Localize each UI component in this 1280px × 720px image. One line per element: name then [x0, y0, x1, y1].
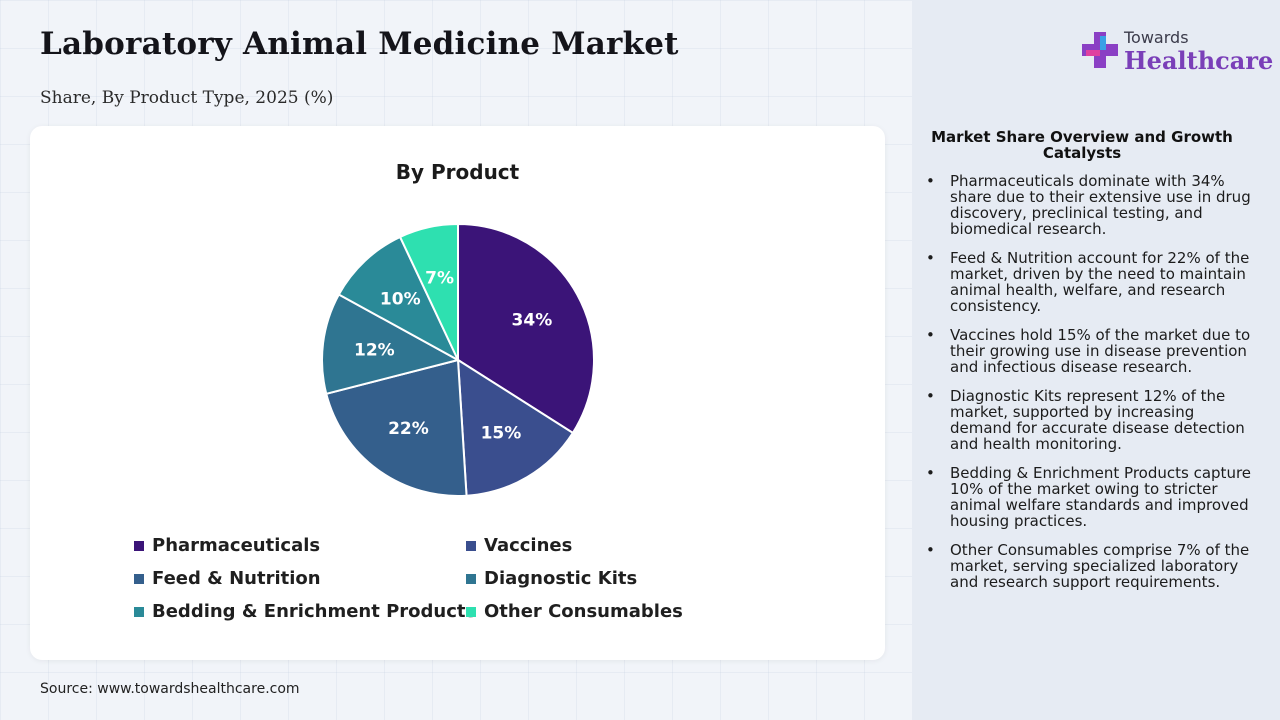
legend-item-1: Pharmaceuticals	[134, 535, 320, 556]
legend-label: Bedding & Enrichment Products	[152, 601, 477, 622]
medical-cross-icon	[1082, 32, 1118, 68]
bullet-marker: •	[926, 387, 935, 405]
legend-label: Other Consumables	[484, 601, 683, 622]
panel-title: Market Share Overview and Growth Catalys…	[931, 128, 1233, 162]
brand-logo: Towards Healthcare	[1080, 26, 1273, 78]
legend-item-5: Bedding & Enrichment Products	[134, 601, 476, 622]
insights-panel-background	[912, 0, 1280, 720]
bullet-marker: •	[926, 326, 935, 344]
page-title: Laboratory Animal Medicine Market	[40, 26, 679, 62]
legend-swatch	[134, 606, 144, 617]
legend-item-3: Feed & Nutrition	[134, 568, 321, 589]
legend-label: Diagnostic Kits	[484, 568, 638, 589]
bullet-marker: •	[926, 249, 935, 267]
pie-data-label-3: 22%	[388, 419, 429, 439]
pie-slice-4	[321, 293, 461, 396]
bullet-marker: •	[926, 541, 935, 559]
bullet-text: Diagnostic Kits represent 12% of the mar…	[950, 387, 1245, 453]
bullet-marker: •	[926, 172, 935, 190]
insights-list: • Pharmaceuticals dominate with 34% share…	[922, 173, 1252, 603]
pie-chart: 34% 15% 22% 12% 10%7%	[321, 222, 595, 497]
legend-item-6: Other Consumables	[466, 601, 683, 622]
pie-slice-2	[456, 358, 575, 497]
legend-item-2: Vaccines	[466, 535, 572, 556]
legend-label: Feed & Nutrition	[152, 568, 321, 589]
chart-card: By Product 34% 15% 22% 12% 10% 7% Pharmaceuti…	[30, 126, 885, 660]
insight-bullet-4: • Diagnostic Kits represent 12% of the ma…	[922, 388, 1252, 452]
bullet-text: Pharmaceuticals dominate with 34% share …	[950, 172, 1251, 238]
legend-swatch	[466, 573, 476, 584]
bullet-marker: •	[926, 464, 935, 482]
legend-swatch	[134, 540, 144, 551]
pie-data-label-5: 10%	[380, 290, 421, 310]
pie-data-label-2: 15%	[481, 424, 522, 444]
insight-bullet-3: • Vaccines hold 15% of the market due to …	[922, 327, 1252, 375]
insight-bullet-5: • Bedding & Enrichment Products capture 1…	[922, 465, 1252, 529]
pie-slice-3	[325, 358, 468, 497]
logo-text-bottom: Healthcare	[1124, 46, 1274, 75]
insight-bullet-6: • Other Consumables comprise 7% of the ma…	[922, 542, 1252, 590]
insight-bullet-2: • Feed & Nutrition account for 22% of the…	[922, 250, 1252, 314]
pie-data-label-1: 34%	[512, 310, 553, 330]
legend-label: Vaccines	[484, 535, 573, 556]
page-subtitle: Share, By Product Type, 2025 (%)	[40, 88, 334, 108]
chart-title: By Product	[395, 160, 520, 184]
pie-data-label-4: 12%	[354, 340, 395, 360]
legend-swatch	[466, 606, 476, 617]
insight-bullet-1: • Pharmaceuticals dominate with 34% share…	[922, 173, 1252, 237]
bullet-text: Vaccines hold 15% of the market due to t…	[950, 326, 1251, 376]
pie-slice-5	[337, 235, 461, 363]
logo-text-top: Towards	[1124, 28, 1189, 47]
pie-data-label-6: 7%	[425, 269, 454, 289]
legend-swatch	[134, 573, 144, 584]
bullet-text: Feed & Nutrition account for 22% of the …	[950, 249, 1250, 315]
legend-item-4: Diagnostic Kits	[466, 568, 637, 589]
pie-slice-6	[398, 222, 459, 361]
bullet-text: Bedding & Enrichment Products capture 10…	[950, 464, 1252, 530]
source-note: Source: www.towardshealthcare.com	[40, 681, 300, 697]
legend-swatch	[466, 540, 476, 551]
legend-label: Pharmaceuticals	[152, 535, 321, 556]
bullet-text: Other Consumables comprise 7% of the mar…	[950, 541, 1250, 591]
